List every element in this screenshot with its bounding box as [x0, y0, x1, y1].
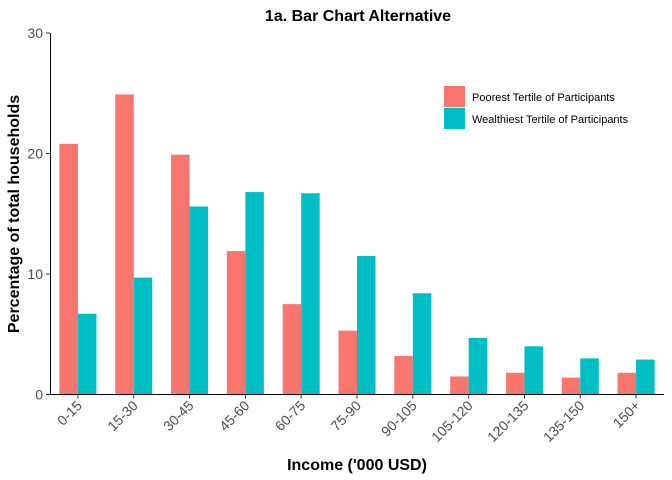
legend-swatch [444, 86, 465, 107]
x-tick-label: 105-120 [428, 397, 476, 445]
legend-label: Wealthiest Tertile of Participants [472, 114, 629, 126]
x-tick-label: 75-90 [327, 397, 364, 434]
x-tick-label: 90-105 [378, 397, 420, 439]
x-tick-label: 120-135 [484, 397, 532, 445]
bar-wealthiest-135-150 [580, 358, 599, 395]
bar-poorest-90-105 [394, 355, 413, 395]
legend-label: Poorest Tertile of Participants [472, 92, 615, 104]
x-axis-title: Income ('000 USD) [287, 457, 427, 474]
bar-wealthiest-30-45 [189, 206, 209, 395]
y-tick-label: 30 [27, 25, 43, 41]
bar-wealthiest-0-15 [77, 313, 97, 395]
bar-wealthiest-150+ [636, 359, 655, 395]
bar-poorest-75-90 [338, 330, 357, 395]
bar-poorest-150+ [617, 372, 637, 395]
bar-poorest-120-135 [505, 372, 525, 395]
bar-wealthiest-15-30 [133, 277, 153, 395]
bar-poorest-45-60 [226, 251, 246, 395]
bar-poorest-135-150 [561, 377, 581, 395]
x-tick-label: 135-150 [540, 397, 588, 445]
bar-wealthiest-105-120 [468, 337, 488, 395]
y-tick-label: 20 [27, 146, 43, 162]
legend-swatch [444, 108, 465, 129]
bar-poorest-0-15 [59, 143, 78, 395]
x-tick-label: 30-45 [160, 397, 197, 434]
x-tick-label: 60-75 [272, 397, 309, 434]
legend: Poorest Tertile of Participants Wealthies… [444, 86, 629, 129]
bar-poorest-60-75 [282, 304, 302, 395]
bar-wealthiest-120-135 [524, 346, 543, 395]
y-axis-title: Percentage of total households [6, 95, 23, 333]
bar-poorest-30-45 [171, 154, 190, 395]
x-tick-label: 0-15 [54, 397, 85, 428]
x-tick-label: 150+ [610, 397, 644, 431]
x-tick-label: 45-60 [216, 397, 253, 434]
x-tick-label: 15-30 [104, 397, 141, 434]
bar-wealthiest-75-90 [357, 255, 376, 395]
bar-wealthiest-60-75 [301, 193, 320, 395]
y-axis-ticks: 0 10 20 30 [27, 25, 50, 403]
y-tick-label: 10 [27, 266, 43, 282]
x-axis-ticks: 0-15 15-30 30-45 45-60 60-75 75-90 90-105 105-1… [54, 394, 644, 445]
bars-group [59, 94, 655, 395]
bar-wealthiest-90-105 [412, 293, 432, 395]
bar-poorest-15-30 [115, 94, 134, 395]
bar-wealthiest-45-60 [245, 192, 264, 395]
y-tick-label: 0 [35, 387, 43, 403]
bar-poorest-105-120 [450, 376, 469, 395]
chart-title: 1a. Bar Chart Alternative [265, 8, 451, 25]
